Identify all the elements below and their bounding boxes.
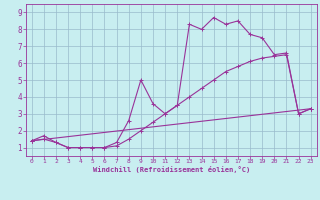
- X-axis label: Windchill (Refroidissement éolien,°C): Windchill (Refroidissement éolien,°C): [92, 166, 250, 173]
